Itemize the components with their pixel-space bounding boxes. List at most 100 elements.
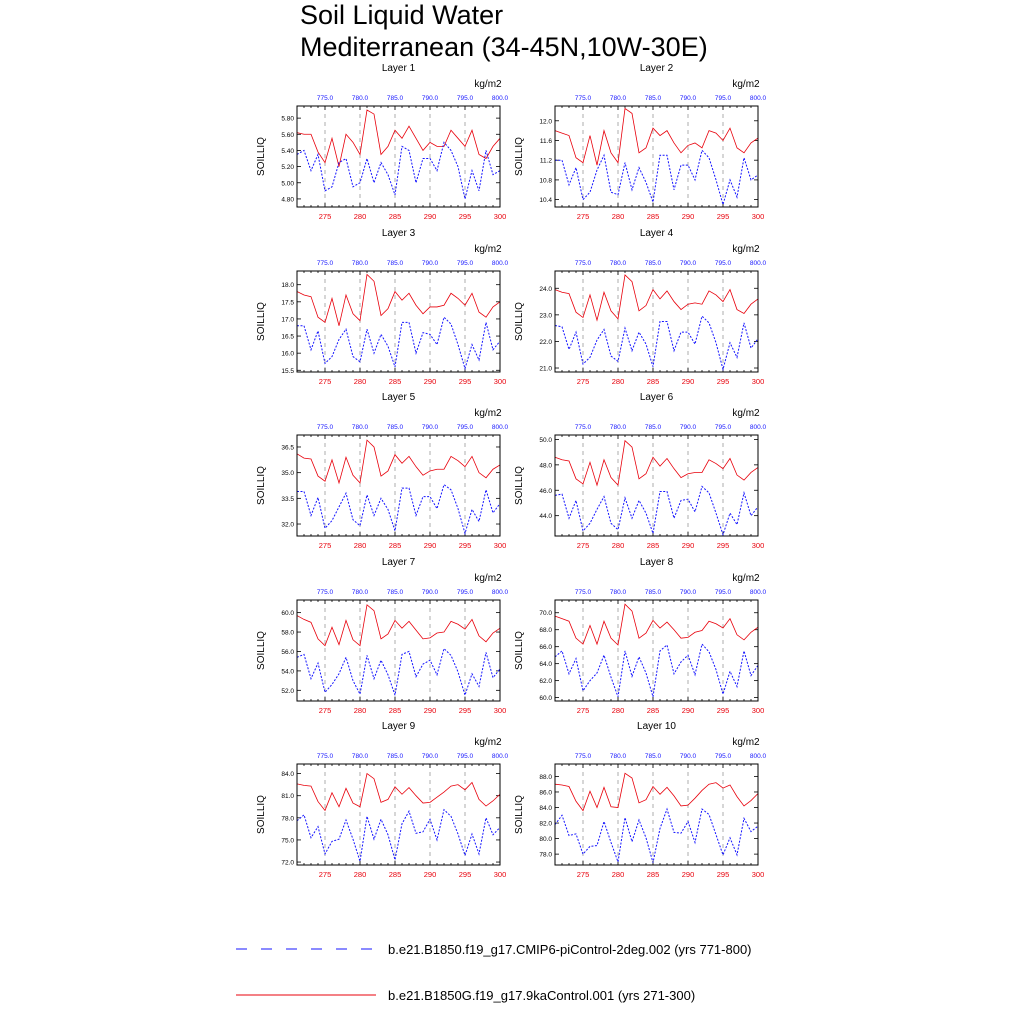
units-label: kg/m2 [732,737,760,748]
top-tick-label: 795.0 [457,424,474,431]
top-tick-label: 780.0 [610,753,627,760]
top-tick-label: 775.0 [575,260,592,267]
units-label: kg/m2 [474,408,502,419]
series-line-blue [554,807,759,863]
bottom-tick-label: 285 [647,706,660,715]
y-tick-label: 44.0 [539,513,552,520]
bottom-tick-label: 275 [577,706,590,715]
bottom-tick-label: 275 [319,377,332,386]
bottom-tick-label: 295 [717,212,730,221]
bottom-tick-label: 280 [354,870,367,879]
y-tick-label: 22.0 [539,339,552,346]
panel-title: Layer 10 [637,721,676,732]
y-tick-label: 16.5 [281,334,294,341]
y-tick-label: 84.0 [281,771,294,778]
series-line-blue [555,149,759,207]
bottom-tick-label: 285 [647,212,660,221]
panel-title: Layer 1 [382,63,416,74]
bottom-tick-label: 290 [682,377,695,386]
bottom-tick-label: 295 [459,870,472,879]
top-tick-label: 790.0 [680,753,697,760]
plot-frame [296,270,501,373]
y-tick-label: 64.0 [539,661,552,668]
figure-title-line2: Mediterranean (34-45N,10W-30E) [300,32,708,62]
y-axis-label: SOILLIQ [256,302,267,341]
top-tick-label: 790.0 [422,95,439,102]
series-line-red [554,107,759,166]
bottom-tick-label: 300 [494,870,507,879]
top-tick-label: 780.0 [352,424,369,431]
bottom-tick-label: 300 [752,212,765,221]
top-tick-label: 785.0 [387,753,404,760]
panel-1: Layer 1 kg/m2 275 280 285 290 295 300 775.0 780.0… [256,63,509,221]
panel-title: Layer 3 [382,228,416,239]
y-tick-label: 15.5 [281,368,294,375]
series-line-blue [296,141,501,200]
series-line-red [554,603,759,646]
y-tick-label: 50.0 [539,437,552,444]
bottom-tick-label: 290 [682,212,695,221]
y-tick-label: 82.0 [539,821,552,828]
bottom-tick-label: 275 [577,212,590,221]
top-tick-label: 780.0 [352,260,369,267]
top-tick-label: 780.0 [610,95,627,102]
bottom-tick-label: 300 [494,212,507,221]
y-axis-label: SOILLIQ [514,466,525,505]
top-tick-label: 795.0 [457,589,474,596]
y-axis-label: SOILLIQ [514,795,525,834]
bottom-tick-label: 285 [389,870,402,879]
top-tick-label: 800.0 [492,424,509,431]
y-axis-label: SOILLIQ [256,137,267,176]
top-tick-label: 775.0 [317,424,334,431]
y-tick-label: 62.0 [539,678,552,685]
y-tick-label: 17.0 [281,316,294,323]
y-tick-label: 10.4 [539,197,552,204]
bottom-tick-label: 295 [717,870,730,879]
top-tick-label: 790.0 [422,424,439,431]
y-tick-label: 12.0 [539,118,552,125]
top-tick-label: 785.0 [645,260,662,267]
bottom-tick-label: 275 [319,870,332,879]
top-tick-label: 790.0 [680,424,697,431]
bottom-tick-label: 275 [577,541,590,550]
plot-frame [296,763,501,866]
panel-title: Layer 4 [640,228,674,239]
bottom-tick-label: 295 [717,541,730,550]
y-tick-label: 88.0 [539,774,552,781]
legend: b.e21.B1850.f19_g17.CMIP6-piControl-2deg… [236,942,752,1003]
top-tick-label: 780.0 [352,95,369,102]
bottom-tick-label: 295 [459,541,472,550]
top-tick-label: 780.0 [352,589,369,596]
bottom-tick-label: 275 [319,706,332,715]
y-tick-label: 75.0 [281,837,294,844]
bottom-tick-label: 290 [682,541,695,550]
y-tick-label: 23.0 [539,312,552,319]
top-tick-label: 775.0 [317,260,334,267]
top-tick-label: 795.0 [715,424,732,431]
y-tick-label: 81.0 [281,793,294,800]
series-line-red [296,604,501,647]
y-tick-label: 70.0 [539,610,552,617]
panel-8: Layer 8 kg/m2 275 280 285 290 295 300 775.0 780.0… [514,557,767,715]
bottom-tick-label: 275 [319,212,332,221]
top-tick-label: 775.0 [575,95,592,102]
series-line-blue [554,485,759,537]
plot-frame [296,599,501,702]
panel-title: Layer 9 [382,721,416,732]
series-line-red [554,274,759,322]
y-tick-label: 78.0 [539,852,552,859]
panel-3: Layer 3 kg/m2 275 280 285 290 295 300 775.0 780.0… [256,228,509,386]
top-tick-label: 790.0 [422,589,439,596]
plot-frame [554,105,759,208]
top-tick-label: 780.0 [610,589,627,596]
y-tick-label: 60.0 [539,695,552,702]
y-tick-label: 11.6 [540,138,553,145]
y-tick-label: 18.0 [281,282,294,289]
top-tick-label: 785.0 [387,95,404,102]
panel-2: Layer 2 kg/m2 275 280 285 290 295 300 775.0 780.0… [514,63,767,221]
bottom-tick-label: 275 [577,377,590,386]
series-line-blue [296,647,501,697]
y-tick-label: 5.40 [281,148,294,155]
units-label: kg/m2 [732,79,760,90]
series-line-red [554,772,759,812]
